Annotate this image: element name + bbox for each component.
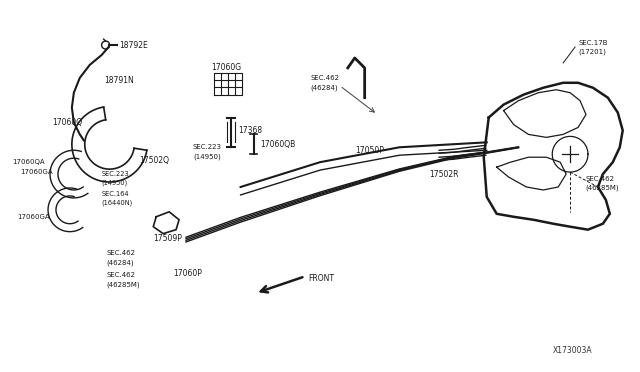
Text: 17060P: 17060P [173, 269, 202, 278]
Text: 17060GA: 17060GA [17, 214, 50, 220]
Text: (46284): (46284) [310, 84, 338, 91]
Text: 17502R: 17502R [429, 170, 459, 179]
Text: SEC.223: SEC.223 [193, 144, 222, 150]
Text: FRONT: FRONT [308, 274, 334, 283]
Text: 17060GA: 17060GA [20, 169, 53, 175]
Text: 17509P: 17509P [153, 234, 182, 243]
Text: 17060Q: 17060Q [52, 118, 82, 127]
Text: SEC.17B: SEC.17B [578, 40, 607, 46]
Text: SEC.164: SEC.164 [102, 191, 129, 197]
Text: SEC.462: SEC.462 [585, 176, 614, 182]
Text: SEC.462: SEC.462 [310, 75, 339, 81]
Text: (46284): (46284) [107, 259, 134, 266]
Text: 18791N: 18791N [104, 76, 134, 85]
Text: 17368: 17368 [239, 126, 263, 135]
Text: 17060QA: 17060QA [12, 159, 45, 165]
Text: (17201): (17201) [578, 49, 606, 55]
Text: 17060QB: 17060QB [260, 140, 296, 149]
Text: 17502Q: 17502Q [140, 156, 170, 165]
Text: 18792E: 18792E [120, 41, 148, 49]
Text: 17050P: 17050P [355, 146, 383, 155]
Text: (14950): (14950) [193, 154, 221, 160]
Text: SEC.223: SEC.223 [102, 171, 129, 177]
Text: SEC.462: SEC.462 [107, 250, 136, 256]
Text: 17060G: 17060G [211, 63, 241, 73]
Text: (46285M): (46285M) [107, 281, 140, 288]
Text: (14950): (14950) [102, 180, 128, 186]
Text: X173003A: X173003A [553, 346, 593, 355]
Text: (46285M): (46285M) [585, 185, 619, 191]
Text: SEC.462: SEC.462 [107, 272, 136, 278]
Text: (16440N): (16440N) [102, 200, 133, 206]
